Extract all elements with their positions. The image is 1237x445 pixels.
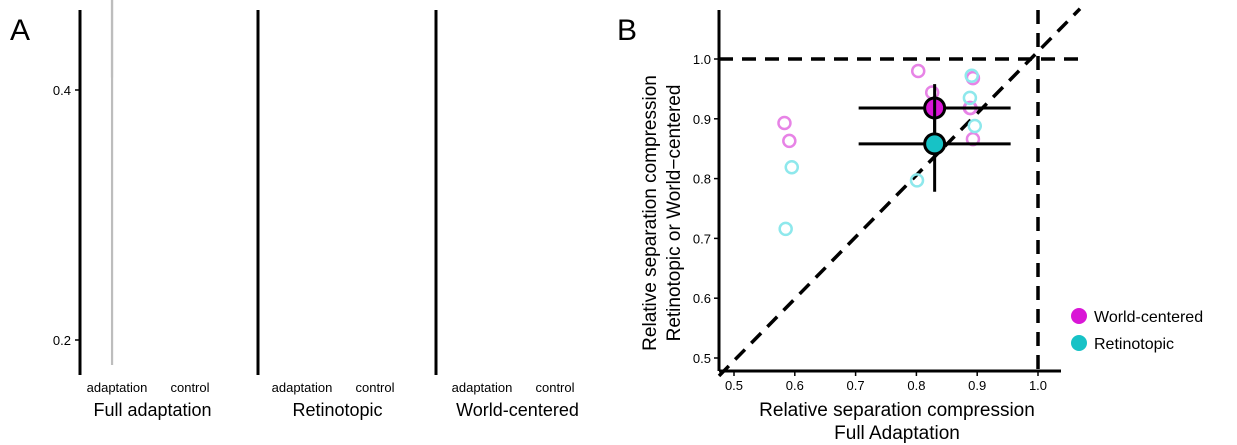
subplot-retinotopic: adaptation control Retinotopic — [256, 10, 395, 420]
data-point — [777, 115, 792, 131]
data-point — [964, 68, 979, 83]
legend-label: World-centered — [1094, 309, 1203, 326]
data-point — [778, 221, 793, 237]
x-tick-label: control — [355, 380, 394, 395]
legend-marker — [1071, 335, 1087, 351]
y-tick-label: 0.8 — [693, 172, 711, 187]
data-point — [967, 118, 983, 134]
y-axis-label-line1: Relative separation compression — [640, 75, 661, 351]
data-point — [784, 159, 800, 175]
scatter-panel-b: 0.5 0.6 0.7 0.8 0.9 1.0 0.5 0.6 0.7 0.8 0.9 1.0 Rela… — [640, 7, 1203, 444]
y-tick-label: 0.9 — [693, 112, 711, 127]
x-tick-label: 1.0 — [1029, 378, 1047, 393]
panel-label-a: A — [10, 14, 30, 47]
x-axis-label-line1: Relative separation compression — [759, 400, 1035, 421]
x-tick-label: adaptation — [87, 380, 148, 395]
x-tick-label: adaptation — [452, 380, 513, 395]
data-point — [909, 173, 925, 188]
x-axis-label-line2: Full Adaptation — [834, 423, 960, 444]
y-tick-label: 0.5 — [693, 351, 711, 366]
x-tick-label: 0.6 — [786, 378, 804, 393]
y-tick-label: 0.2 — [53, 333, 71, 348]
subplot-full-adaptation: 0.20.40.60.81.01.2PSE (degree of v.a.)ad… — [53, 0, 212, 420]
panel-label-b: B — [617, 14, 637, 47]
x-tick-label: 0.7 — [847, 378, 865, 393]
x-tick-label: control — [170, 380, 209, 395]
y-tick-label: 1.0 — [693, 52, 711, 67]
y-axis-label-line2: Retinotopic or World−centered — [664, 85, 685, 342]
data-point — [782, 133, 797, 149]
legend-marker — [1071, 308, 1087, 324]
y-tick-label: 0.6 — [693, 291, 711, 306]
identity-diagonal — [717, 7, 1082, 378]
data-point — [910, 63, 926, 79]
x-tick-label: adaptation — [272, 380, 333, 395]
x-axis-label: World-centered — [456, 400, 579, 420]
x-tick-label: 0.5 — [725, 378, 743, 393]
mean-point — [923, 132, 947, 156]
subplot-world-centered: adaptation control World-centered — [434, 10, 579, 420]
y-tick-label: 0.7 — [693, 231, 711, 246]
x-axis-label: Retinotopic — [292, 400, 382, 420]
y-tick-label: 0.4 — [53, 83, 71, 98]
x-tick-label: control — [535, 380, 574, 395]
legend-label: Retinotopic — [1094, 336, 1174, 353]
x-axis-label: Full adaptation — [93, 400, 211, 420]
x-tick-label: 0.8 — [907, 378, 925, 393]
x-tick-label: 0.9 — [968, 378, 986, 393]
data-point — [962, 90, 978, 106]
